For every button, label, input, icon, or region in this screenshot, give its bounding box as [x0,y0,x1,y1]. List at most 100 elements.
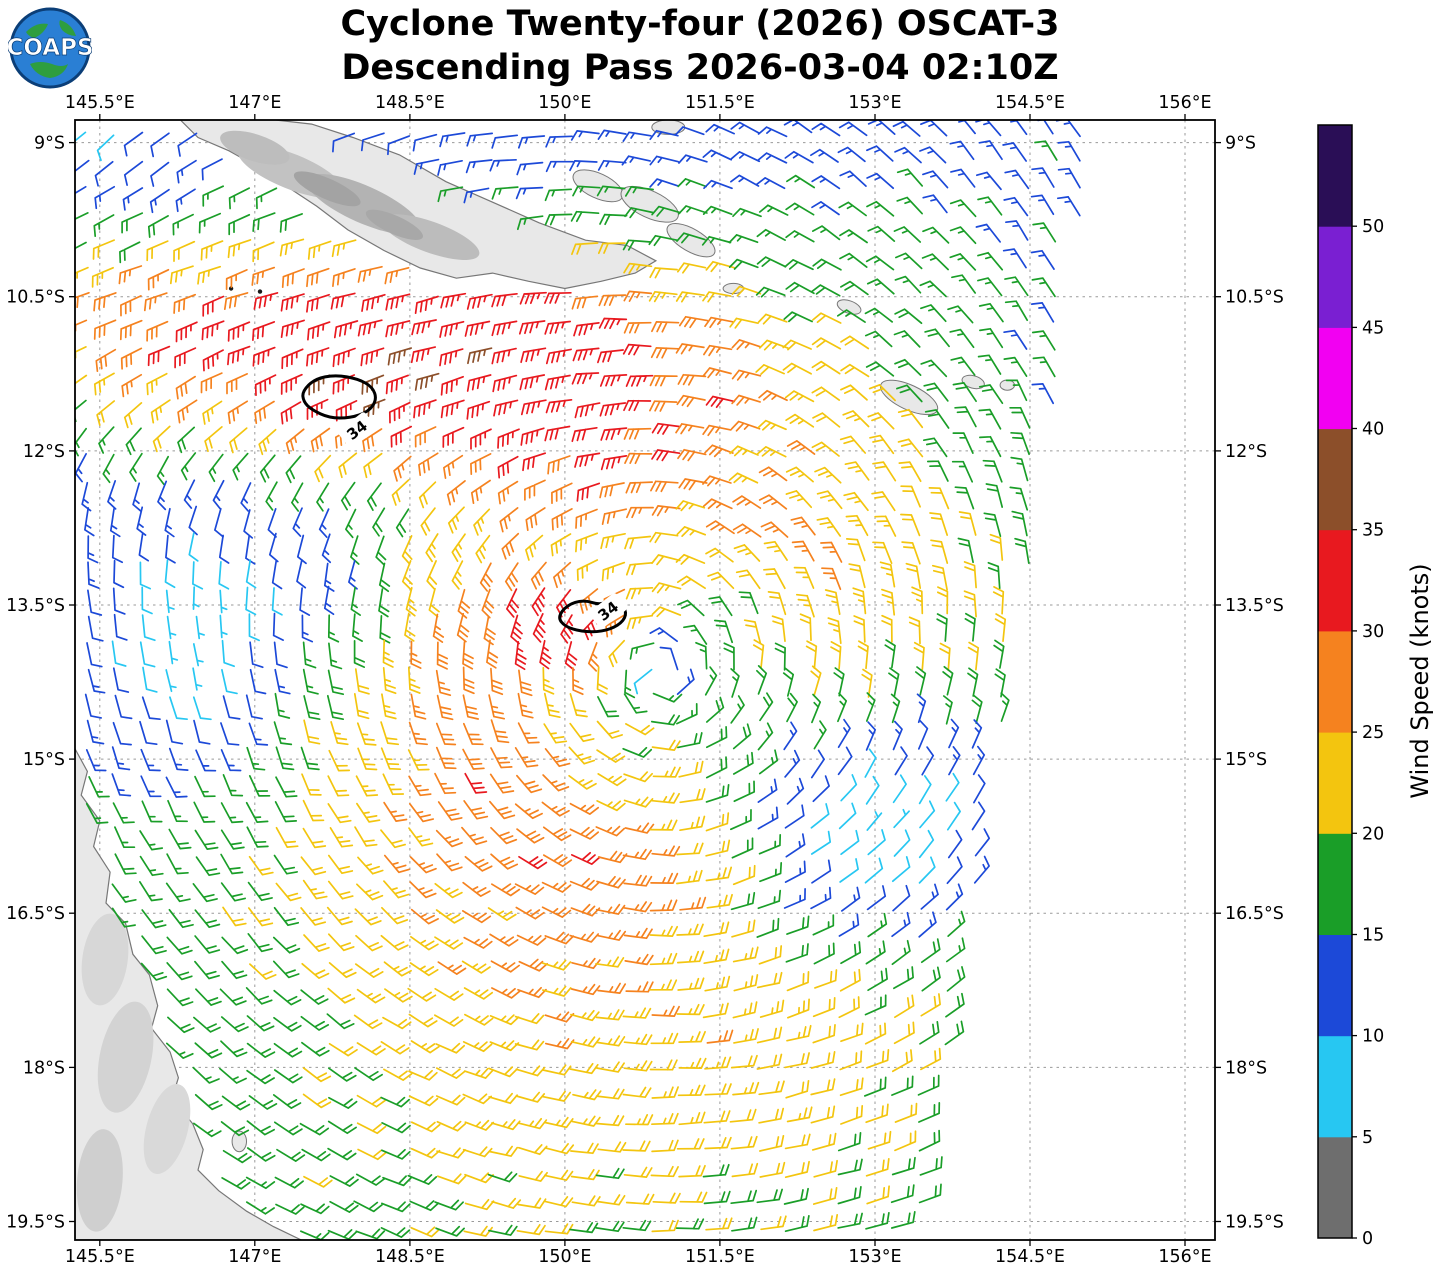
wind-barb [327,1147,357,1161]
wind-barb [756,228,786,241]
wind-barb [302,668,319,695]
wind-barb [366,482,382,511]
wind-barb [624,535,652,550]
wind-barb [542,1064,572,1076]
wind-barb [88,776,110,798]
wind-barb [975,171,1002,191]
wind-barb [410,693,427,720]
wind-barb [1057,140,1081,162]
wind-barb [790,516,816,536]
wind-barb [248,855,274,876]
wind-barb [252,212,276,232]
wind-barb [378,562,391,593]
wind-barb [381,1201,411,1213]
wind-barb [87,589,103,616]
wind-barb [520,427,545,446]
wind-barb [327,880,354,900]
wind-barb [273,1121,303,1136]
wind-barb [138,532,150,562]
wind-barb [169,265,194,285]
wind-barb [195,988,222,1006]
wind-barb [93,214,115,238]
wind-barb [96,400,116,426]
wind-barb [787,998,810,1019]
wind-barb [730,420,761,432]
wind-barb [516,828,545,844]
wind-barb [432,613,445,643]
wind-barb [75,159,90,173]
wind-barb [963,561,977,589]
wind-barb [353,693,370,720]
wind-barb [595,1114,625,1127]
wind-barb [193,801,216,823]
wind-barb [763,568,786,590]
wind-barb [544,1011,575,1023]
wind-barb [408,1013,438,1028]
wind-barb [676,668,695,695]
wind-barb [676,702,698,725]
terrain-relief [97,1001,154,1113]
wind-barb [149,188,170,214]
wind-barb [518,958,549,972]
wind-barb [150,399,171,424]
wind-barb [730,151,761,163]
wind-barb [723,642,735,671]
wind-barb [544,213,573,226]
wind-barb [857,640,869,670]
wind-barb [418,452,439,477]
wind-barb [409,962,439,977]
globe-continent [59,20,76,36]
coaps-logo: COAPS [6,6,94,94]
wind-barb [892,720,903,751]
wind-barb [112,667,130,693]
wind-barb [702,475,732,487]
wind-barb [837,692,848,723]
island [620,185,679,223]
wind-barb [782,667,795,697]
wind-barb [252,346,276,367]
wind-barb [146,320,169,342]
wind-barb [435,909,465,924]
colorbar-segment [1318,1136,1352,1239]
wind-barb [112,587,126,615]
wind-barb [408,721,428,746]
wind-barb [920,120,948,137]
wind-barb [844,461,870,481]
wind-barb [675,291,705,303]
wind-barb [871,491,896,512]
wind-barb [447,506,465,534]
wind-barb [704,975,731,992]
x-tick-label-top: 154.5°E [995,93,1065,113]
wind-barb [784,390,815,403]
wind-barb [677,977,705,991]
wind-barb [574,402,601,419]
y-tick-label-right: 16.5°S [1225,904,1284,924]
wind-barb [166,615,177,640]
wind-barb [253,292,279,310]
wind-barb [544,748,571,768]
wind-barb [810,1051,836,1069]
wind-barb [836,309,866,323]
wind-barb [574,452,601,468]
wind-barb [659,646,679,671]
wind-barb [786,174,816,189]
wind-barb [601,508,628,526]
wind-barb [379,615,391,644]
wind-barb [843,491,869,512]
wind-barb [977,277,1003,297]
wind-barb [296,559,307,589]
wind-barb [280,293,305,312]
wind-barb [86,719,105,745]
wind-barb [785,1079,810,1099]
wind-barb [410,1226,441,1238]
wind-barb [281,348,304,370]
wind-barb [488,694,506,720]
wind-barb [491,347,517,365]
wind-barb [629,642,655,660]
wind-barb [994,613,1007,643]
wind-barb [490,853,519,870]
wind-barb [922,226,950,244]
wind-barb [518,320,546,335]
wind-barb [166,936,193,955]
wind-barb [853,615,866,643]
